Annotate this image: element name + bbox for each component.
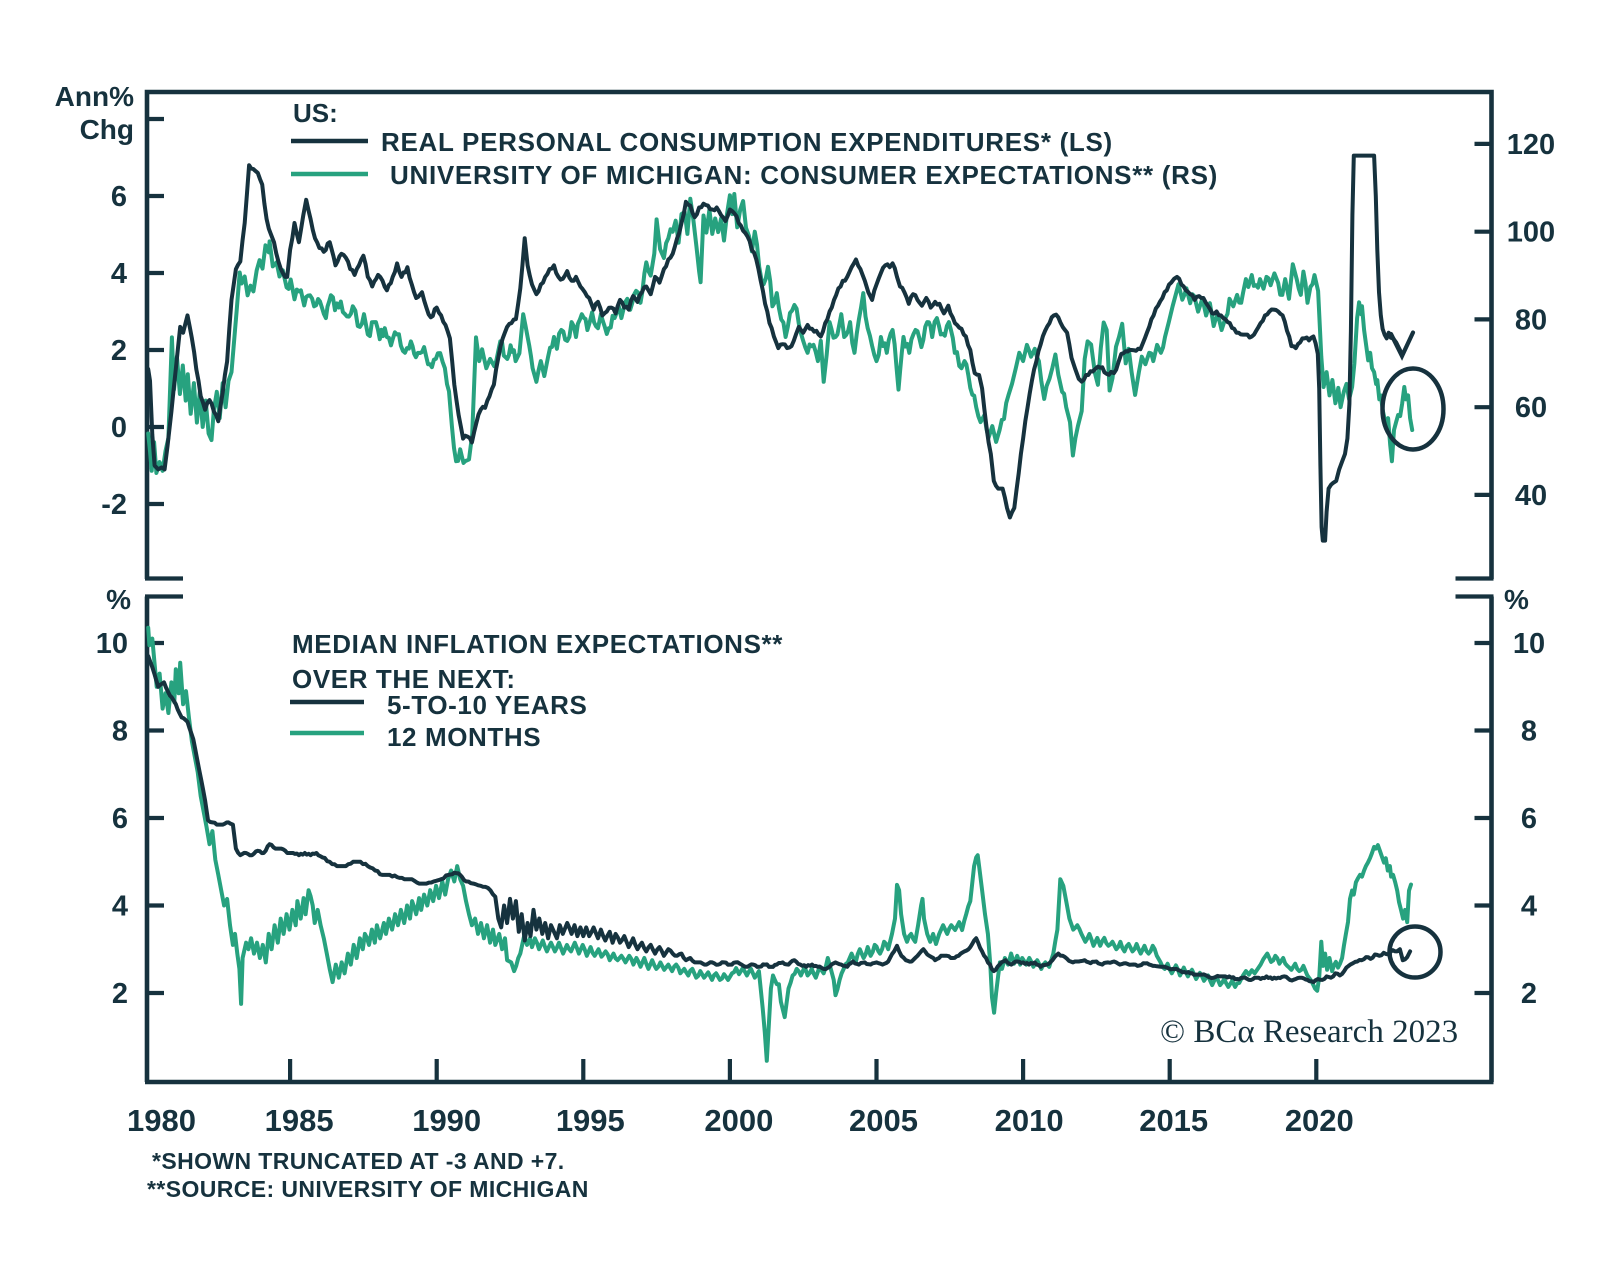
svg-text:REAL PERSONAL CONSUMPTION EXPE: REAL PERSONAL CONSUMPTION EXPENDITURES* … [381,127,1113,157]
svg-text:80: 80 [1515,304,1547,336]
svg-text:100: 100 [1507,217,1555,249]
svg-text:2000: 2000 [704,1103,773,1138]
svg-text:2: 2 [1521,978,1537,1010]
svg-text:OVER THE NEXT:: OVER THE NEXT: [292,664,516,694]
svg-text:-2: -2 [101,489,127,521]
svg-text:5-TO-10 YEARS: 5-TO-10 YEARS [387,690,587,720]
svg-text:8: 8 [112,716,128,748]
svg-text:Chg: Chg [80,114,134,145]
svg-text:10: 10 [96,628,128,660]
svg-text:2: 2 [111,335,127,367]
svg-text:60: 60 [1515,392,1547,424]
svg-text:2005: 2005 [849,1103,918,1138]
svg-text:0: 0 [111,412,127,444]
svg-text:40: 40 [1515,480,1547,512]
svg-text:1995: 1995 [556,1103,625,1138]
svg-text:4: 4 [1521,891,1537,923]
svg-text:8: 8 [1521,716,1537,748]
svg-text:%: % [1504,584,1529,615]
svg-text:1985: 1985 [265,1103,334,1138]
svg-text:4: 4 [111,258,127,290]
svg-text:2020: 2020 [1285,1103,1354,1138]
svg-text:6: 6 [1521,803,1537,835]
svg-text:Ann%: Ann% [55,81,134,112]
svg-text:2: 2 [112,978,128,1010]
svg-text:2010: 2010 [995,1103,1064,1138]
svg-text:4: 4 [112,891,128,923]
svg-text:12 MONTHS: 12 MONTHS [387,722,541,752]
svg-text:UNIVERSITY OF MICHIGAN: CONSUM: UNIVERSITY OF MICHIGAN: CONSUMER EXPECTA… [390,160,1218,190]
svg-text:1980: 1980 [127,1103,196,1138]
svg-text:2015: 2015 [1139,1103,1208,1138]
svg-text:MEDIAN INFLATION EXPECTATIONS*: MEDIAN INFLATION EXPECTATIONS** [292,629,783,659]
svg-text:**SOURCE: UNIVERSITY OF MICHIG: **SOURCE: UNIVERSITY OF MICHIGAN [147,1176,589,1202]
svg-text:%: % [106,584,131,615]
svg-text:6: 6 [112,803,128,835]
svg-text:120: 120 [1507,129,1555,161]
svg-text:10: 10 [1513,628,1545,660]
svg-text:6: 6 [111,181,127,213]
svg-text:US:: US: [293,98,338,128]
svg-text:*SHOWN TRUNCATED AT -3 AND +7.: *SHOWN TRUNCATED AT -3 AND +7. [152,1148,565,1174]
svg-text:© BCα Research 2023: © BCα Research 2023 [1160,1014,1458,1050]
svg-text:1990: 1990 [412,1103,481,1138]
